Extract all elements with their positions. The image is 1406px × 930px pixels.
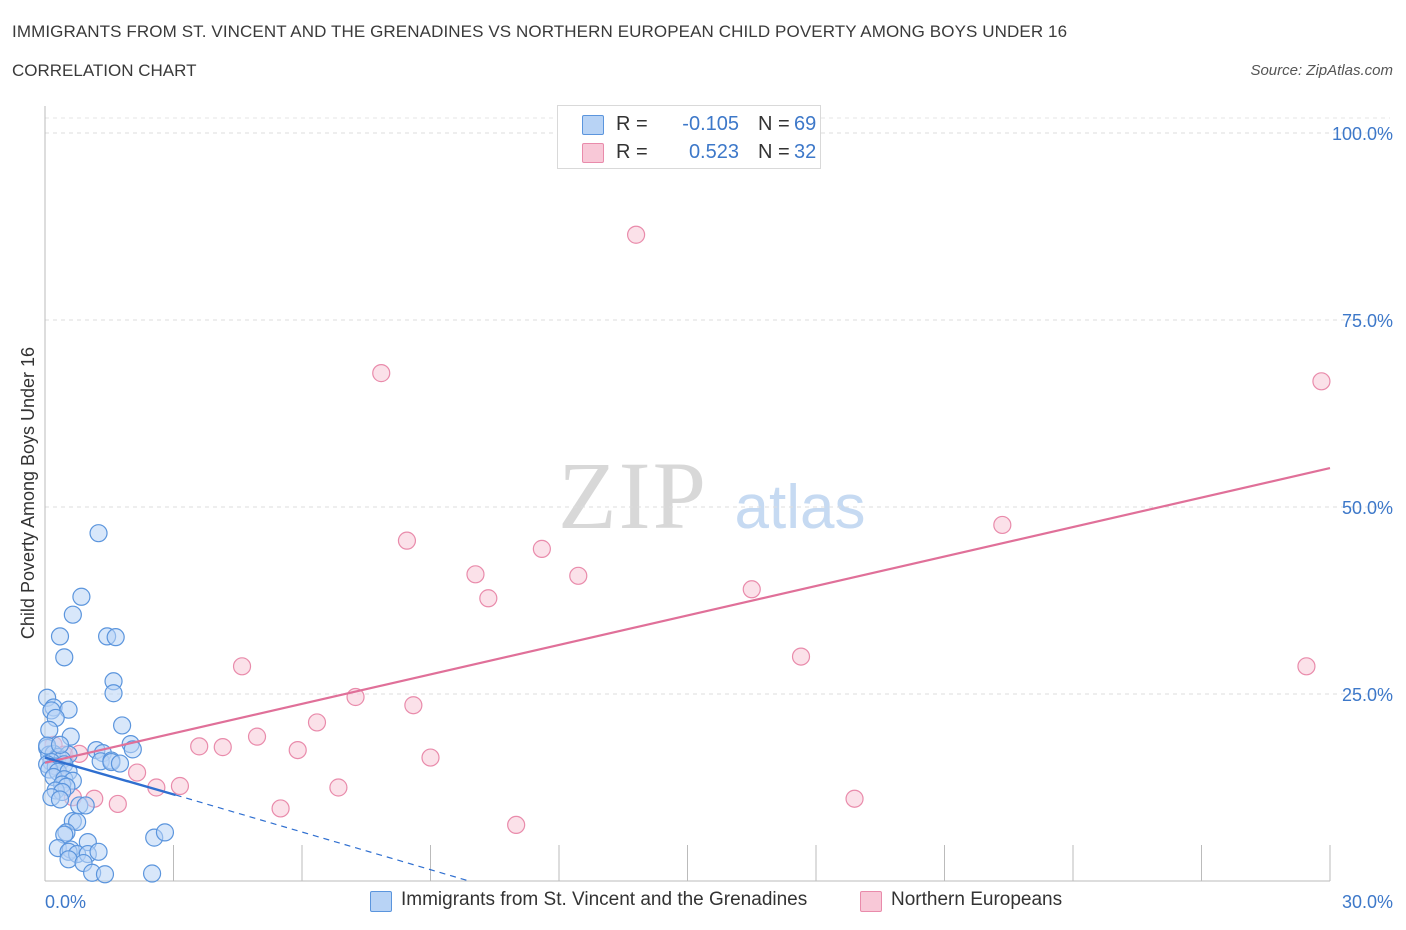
legend-series-1-label: Immigrants from St. Vincent and the Gren… — [401, 889, 808, 910]
legend-series-2-label: Northern Europeans — [891, 889, 1063, 910]
point-northern-europeans — [507, 815, 526, 835]
point-st-vincent-immigrants — [155, 823, 175, 842]
y-tick-label: 50.0% — [1342, 498, 1393, 518]
watermark-zip: ZIP — [558, 442, 708, 549]
point-northern-europeans — [271, 799, 290, 818]
point-st-vincent-immigrants — [104, 684, 123, 703]
point-northern-europeans — [532, 539, 551, 558]
point-st-vincent-immigrants — [123, 740, 142, 759]
point-northern-europeans — [170, 776, 190, 796]
chart-title: IMMIGRANTS FROM ST. VINCENT AND THE GREN… — [12, 22, 1068, 41]
point-northern-europeans — [569, 566, 588, 585]
point-northern-europeans — [108, 794, 127, 814]
trend-line-st-vincent-immigrants — [44, 756, 176, 797]
point-northern-europeans — [466, 565, 485, 584]
point-northern-europeans — [479, 589, 498, 608]
point-northern-europeans — [247, 727, 267, 746]
x-tick-label: 0.0% — [45, 892, 86, 912]
tick-labels: 25.0% 50.0% 75.0% 100.0% 0.0% 30.0% — [45, 124, 1393, 912]
point-st-vincent-immigrants — [106, 628, 125, 647]
point-st-vincent-immigrants — [59, 700, 78, 719]
point-northern-europeans — [626, 225, 646, 244]
point-st-vincent-immigrants — [110, 754, 130, 773]
legend-r-label: R = — [616, 113, 648, 135]
point-northern-europeans — [329, 778, 348, 797]
legend-n-label: N = — [758, 141, 790, 163]
trend-line-st-vincent-extension — [175, 794, 470, 882]
watermark: ZIP atlas — [558, 442, 865, 549]
legend-swatch-pink — [582, 143, 604, 163]
legend-r-value: -0.105 — [682, 113, 739, 135]
point-northern-europeans — [421, 748, 440, 767]
point-northern-europeans — [1312, 372, 1331, 391]
legend-n-value: 32 — [794, 141, 817, 163]
point-st-vincent-immigrants — [63, 605, 82, 624]
point-st-vincent-immigrants — [40, 720, 59, 740]
point-st-vincent-immigrants — [89, 524, 108, 543]
point-northern-europeans — [213, 738, 232, 757]
legend-swatch-pink — [860, 891, 882, 912]
point-northern-europeans — [742, 580, 761, 599]
point-northern-europeans — [307, 713, 327, 732]
point-northern-europeans — [993, 515, 1012, 535]
y-axis-label: Child Poverty Among Boys Under 16 — [18, 347, 38, 639]
y-tick-label: 25.0% — [1342, 685, 1393, 705]
point-st-vincent-immigrants — [50, 790, 70, 809]
legend-swatch-blue — [582, 115, 604, 135]
point-northern-europeans — [127, 763, 147, 782]
point-northern-europeans — [190, 737, 209, 756]
source-credit: Source: ZipAtlas.com — [1250, 62, 1393, 79]
chart-subtitle: CORRELATION CHART — [12, 61, 197, 80]
point-northern-europeans — [372, 364, 391, 383]
point-st-vincent-immigrants — [76, 796, 95, 815]
y-tick-label: 75.0% — [1342, 311, 1393, 331]
point-northern-europeans — [1297, 657, 1316, 676]
point-st-vincent-immigrants — [72, 587, 91, 606]
trend-lines — [44, 467, 1331, 882]
data-points — [38, 225, 1331, 884]
point-northern-europeans — [288, 740, 307, 760]
point-st-vincent-immigrants — [89, 842, 108, 861]
stats-legend: R = -0.105 N = 69 R = 0.523 N = 32 — [557, 105, 821, 169]
point-northern-europeans — [397, 531, 417, 550]
legend-swatch-blue — [370, 891, 392, 912]
point-st-vincent-immigrants — [142, 864, 162, 883]
x-tick-label: 30.0% — [1342, 892, 1393, 912]
point-st-vincent-immigrants — [55, 648, 74, 667]
legend-n-label: N = — [758, 113, 790, 135]
point-northern-europeans — [404, 696, 423, 715]
trend-line-northern-europeans — [44, 467, 1331, 764]
point-st-vincent-immigrants — [112, 716, 132, 735]
point-northern-europeans — [791, 647, 811, 666]
y-tick-label: 100.0% — [1332, 124, 1393, 144]
legend-r-value: 0.523 — [688, 141, 739, 163]
point-st-vincent-immigrants — [50, 627, 70, 646]
point-st-vincent-immigrants — [95, 865, 115, 884]
point-st-vincent-immigrants — [59, 850, 78, 869]
point-st-vincent-immigrants — [50, 735, 70, 754]
point-northern-europeans — [845, 789, 864, 808]
legend-r-label: R = — [616, 141, 648, 163]
legend-n-value: 69 — [794, 113, 817, 135]
point-northern-europeans — [232, 657, 252, 676]
